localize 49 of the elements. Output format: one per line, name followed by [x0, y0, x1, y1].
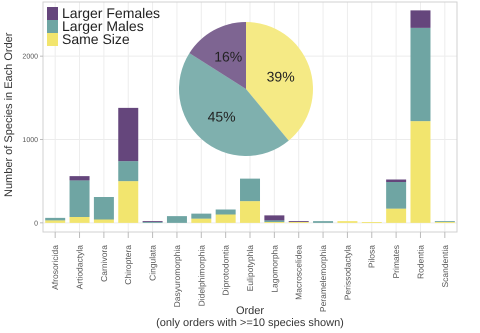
bar: [410, 121, 430, 223]
data-label: 39%: [266, 68, 295, 85]
bar: [240, 201, 260, 223]
x-tick-label: Peramelemorphia: [318, 244, 328, 312]
x-tick-label: Diprotodontia: [220, 244, 231, 296]
x-tick-label: Cingulata: [148, 244, 158, 281]
bar: [94, 220, 114, 223]
x-axis-title: Order: [236, 305, 264, 317]
bar: [410, 10, 430, 28]
bar: [118, 181, 138, 223]
x-tick-label: Scandentia: [440, 244, 450, 288]
text: (only orders with >=10 species shown): [155, 317, 345, 329]
legend-label: Larger Females: [62, 5, 160, 21]
bar: [191, 218, 212, 223]
data-label: 16%: [214, 48, 242, 65]
bar: [410, 28, 430, 122]
bar: [118, 161, 138, 182]
x-tick-label: Perissodactyla: [342, 244, 352, 300]
bar: [70, 180, 90, 217]
bar: [45, 218, 66, 220]
x-tick-label: Lagomorpha: [269, 244, 280, 293]
x-tick-label: Macroscelidea: [294, 244, 304, 300]
bar: [70, 217, 90, 223]
x-tick-label: Carnivora: [98, 244, 109, 282]
bar: [240, 178, 260, 202]
x-tick-label: Dasyuromorphia: [172, 244, 182, 308]
bar: [216, 210, 236, 214]
x-tick-label: Eulipotyphla: [244, 244, 255, 292]
bar: [191, 214, 212, 219]
bar: [45, 220, 66, 223]
data-label: 45%: [208, 108, 236, 125]
pie-slice: [189, 22, 246, 89]
bar: [70, 176, 90, 180]
bar: [94, 197, 114, 220]
bar: [386, 208, 406, 223]
bar: [264, 215, 284, 220]
bar: [166, 216, 187, 223]
pie-slice: [246, 22, 313, 141]
bar: [118, 108, 138, 162]
x-tick-label: Primates: [391, 245, 402, 279]
x-tick-label: Pilosa: [366, 244, 377, 268]
x-tick-label: Afrosoricida: [50, 244, 60, 290]
bar: [386, 182, 406, 209]
x-tick-label: Chiroptera: [123, 244, 134, 285]
bar: [216, 214, 236, 223]
y-axis-title: Number of Species in Each Order: [2, 32, 15, 197]
x-tick-label: Rodentia: [415, 244, 426, 280]
x-tick-label: Artiodactyla: [74, 244, 85, 290]
x-tick-label: Didelphimorphia: [196, 244, 206, 306]
